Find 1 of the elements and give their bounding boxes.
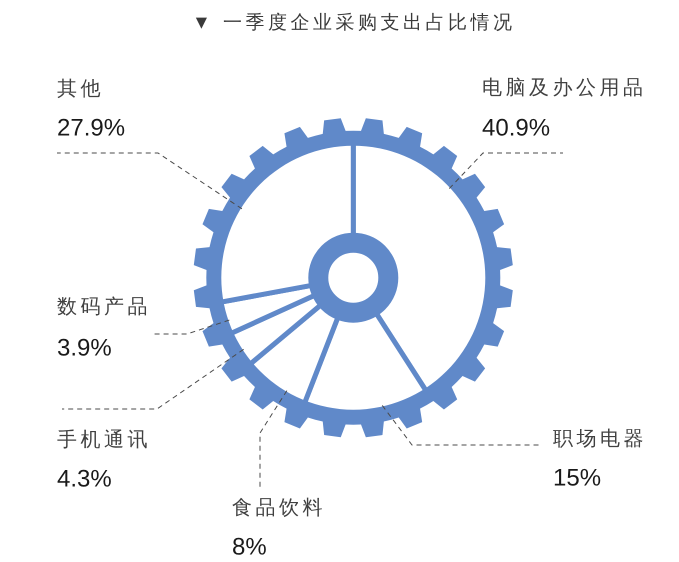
title: ▼ 一季度企业采购支出占比情况 (192, 12, 516, 34)
